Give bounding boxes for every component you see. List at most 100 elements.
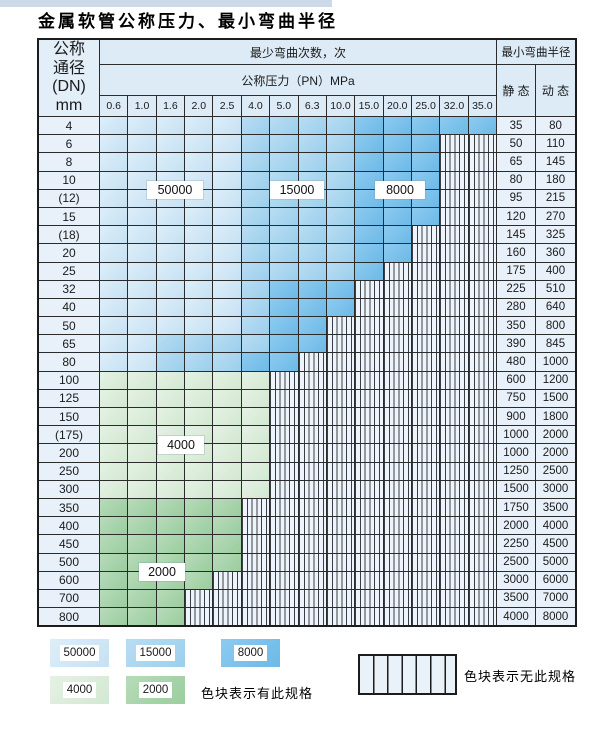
spec-cell-none — [383, 408, 411, 426]
spec-cell — [298, 117, 326, 135]
legend-none-text: 色块表示无此规格 — [464, 669, 577, 684]
spec-cell — [100, 608, 128, 626]
cycle-count-label: 8000 — [375, 181, 425, 199]
spec-cell — [270, 353, 298, 371]
spec-cell-none — [326, 335, 355, 353]
spec-cell — [185, 226, 213, 244]
spec-cell — [100, 371, 128, 389]
spec-cell — [213, 135, 241, 153]
spec-cell-none — [355, 462, 383, 480]
spec-cell-none — [383, 444, 411, 462]
legend-swatch-label: 2000 — [138, 682, 173, 698]
spec-cell — [128, 298, 156, 317]
legend-swatch-label: 50000 — [59, 645, 100, 661]
dn-label: 125 — [39, 389, 99, 407]
spec-cell-none — [383, 353, 411, 371]
spec-cell — [383, 244, 411, 262]
spec-cell-none — [440, 535, 468, 553]
spec-cell — [326, 226, 355, 244]
spec-cell-none — [355, 498, 383, 517]
spec-cell-none — [355, 444, 383, 462]
dn-label: 200 — [39, 444, 99, 462]
spec-cell — [298, 335, 326, 353]
static-radius-value: 225 — [497, 280, 535, 298]
spec-cell — [270, 317, 298, 335]
spec-cell-none — [468, 262, 496, 280]
spec-cell — [128, 117, 156, 135]
dynamic-radius-value: 5000 — [536, 553, 575, 571]
spec-cell — [156, 517, 185, 535]
spec-cell-none — [468, 408, 496, 426]
dynamic-radius-value: 8000 — [536, 608, 575, 626]
spec-cell — [355, 226, 383, 244]
spec-cell — [326, 280, 355, 298]
spec-cell-none — [383, 262, 411, 280]
spec-cell-none — [383, 298, 411, 317]
spec-cell — [241, 480, 270, 498]
spec-cell-none — [411, 480, 440, 498]
spec-table-wrap: 公称 通径 (DN) mm 最少弯曲次数，次 最小弯曲半径 公称压力（PN）MPa 静… — [37, 38, 577, 628]
spec-cell-none — [411, 462, 440, 480]
spec-cell-none — [383, 480, 411, 498]
static-radius-value: 50 — [497, 135, 535, 153]
spec-cell-none — [355, 371, 383, 389]
spec-cell — [156, 135, 185, 153]
static-radius-value: 95 — [497, 189, 535, 207]
spec-cell — [213, 535, 241, 553]
spec-cell-none — [241, 589, 270, 608]
spec-cell — [100, 135, 128, 153]
spec-cell-none — [298, 444, 326, 462]
static-radius-value: 35 — [497, 117, 535, 135]
spec-cell — [100, 408, 128, 426]
cycle-count-label: 2000 — [139, 563, 185, 581]
spec-cell-none — [383, 280, 411, 298]
pressure-col-15.0: 15.0 — [355, 96, 383, 116]
pressure-col-0.6: 0.6 — [100, 96, 128, 116]
cycle-count-label: 50000 — [147, 181, 203, 199]
spec-cell-none — [383, 389, 411, 407]
spec-cell — [128, 135, 156, 153]
spec-cell — [156, 244, 185, 262]
spec-cell-none — [298, 371, 326, 389]
spec-cell-none — [326, 589, 355, 608]
bend-cycles-header: 最少弯曲次数，次 — [100, 40, 496, 64]
spec-cell — [298, 262, 326, 280]
spec-cell — [383, 153, 411, 171]
spec-cell-none — [440, 171, 468, 189]
spec-cell — [213, 389, 241, 407]
spec-cell-none — [468, 426, 496, 444]
spec-cell — [128, 389, 156, 407]
spec-cell — [411, 135, 440, 153]
spec-cell — [156, 317, 185, 335]
spec-cell-none — [383, 589, 411, 608]
spec-cell-none — [355, 535, 383, 553]
spec-cell — [241, 153, 270, 171]
spec-cell — [411, 153, 440, 171]
spec-cell — [241, 462, 270, 480]
spec-cell-none — [440, 317, 468, 335]
spec-cell-none — [440, 280, 468, 298]
dn-label: 4 — [39, 117, 99, 135]
spec-cell-none — [213, 571, 241, 589]
spec-cell — [156, 498, 185, 517]
spec-cell — [128, 207, 156, 226]
spec-cell — [213, 498, 241, 517]
spec-cell-none — [440, 498, 468, 517]
spec-cell-none — [355, 353, 383, 371]
spec-cell — [468, 117, 496, 135]
dn-label: (175) — [39, 426, 99, 444]
spec-cell-none — [326, 371, 355, 389]
spec-cell-none — [326, 480, 355, 498]
spec-cell — [100, 189, 128, 207]
spec-cell — [128, 444, 156, 462]
spec-cell — [270, 117, 298, 135]
spec-cell — [326, 117, 355, 135]
dn-label: 250 — [39, 462, 99, 480]
spec-cell-none — [440, 608, 468, 626]
spec-cell — [241, 335, 270, 353]
spec-cell-none — [468, 298, 496, 317]
spec-cell — [100, 426, 128, 444]
spec-cell — [213, 408, 241, 426]
pressure-col-1.0: 1.0 — [128, 96, 156, 116]
spec-cell-none — [270, 389, 298, 407]
